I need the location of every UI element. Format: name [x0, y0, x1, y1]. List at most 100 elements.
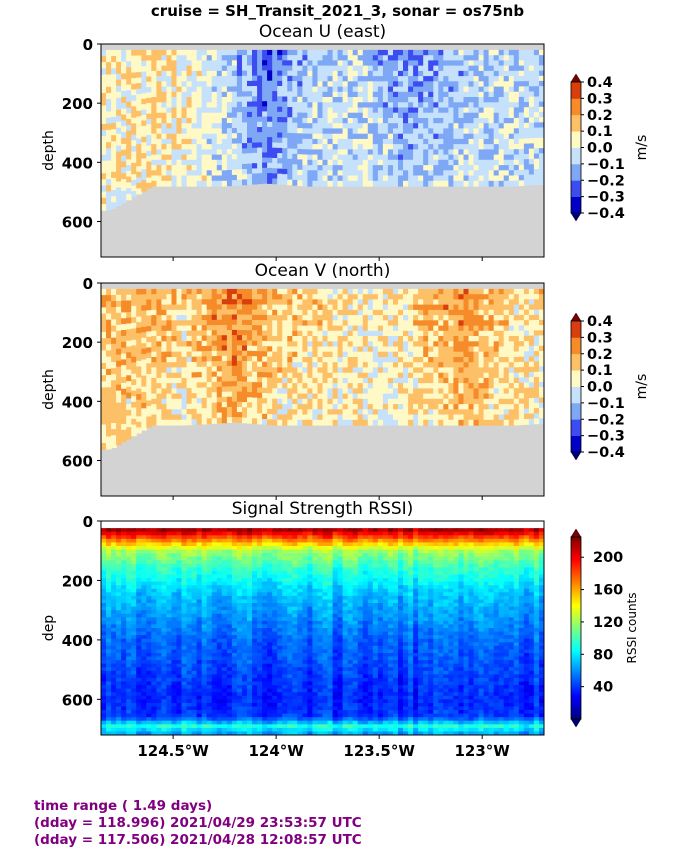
- contour-cell: [161, 133, 167, 140]
- contour-cell: [196, 86, 203, 93]
- rssi-cell: [106, 681, 112, 686]
- contour-cell: [106, 430, 112, 438]
- contour-cell: [302, 393, 308, 400]
- contour-cell: [493, 149, 500, 156]
- contour-cell: [146, 320, 152, 327]
- contour-cell: [463, 55, 470, 61]
- contour-cell: [433, 304, 439, 311]
- contour-cell: [156, 138, 162, 145]
- contour-cell: [533, 106, 540, 113]
- contour-cell: [347, 97, 354, 103]
- rssi-cell: [101, 546, 107, 551]
- contour-cell: [292, 304, 298, 311]
- contour-cell: [468, 383, 475, 389]
- contour-cell: [141, 294, 147, 301]
- contour-cell: [317, 362, 324, 368]
- contour-cell: [503, 362, 510, 368]
- contour-cell: [136, 383, 142, 390]
- contour-cell: [539, 86, 544, 92]
- contour-cell: [206, 159, 213, 166]
- contour-cell: [312, 330, 318, 337]
- contour-cell: [473, 351, 480, 358]
- contour-cell: [196, 413, 203, 420]
- contour-cell: [231, 112, 238, 119]
- contour-cell: [463, 288, 470, 295]
- contour-cell: [523, 122, 530, 129]
- contour-cell: [458, 170, 464, 177]
- contour-cell: [342, 159, 349, 166]
- contour-cell: [282, 351, 288, 358]
- contour-cell: [539, 158, 544, 165]
- contour-cell: [257, 96, 263, 102]
- contour-cell: [498, 341, 505, 348]
- contour-cell: [242, 412, 248, 419]
- contour-cell: [131, 134, 137, 141]
- rssi-cell: [116, 667, 122, 672]
- contour-cell: [181, 299, 188, 306]
- contour-cell: [151, 128, 157, 135]
- contour-cell: [242, 335, 248, 341]
- contour-cell: [433, 55, 439, 61]
- contour-cell: [418, 133, 424, 140]
- contour-cell: [242, 391, 248, 398]
- contour-cell: [267, 320, 273, 326]
- contour-cell: [292, 75, 298, 82]
- contour-cell: [327, 175, 334, 182]
- contour-cell: [216, 397, 223, 403]
- contour-cell: [478, 393, 485, 400]
- contour-cell: [413, 76, 419, 82]
- contour-cell: [458, 409, 464, 416]
- contour-cell: [196, 288, 203, 295]
- contour-cell: [418, 414, 424, 421]
- contour-cell: [307, 383, 313, 389]
- contour-cell: [403, 315, 409, 321]
- contour-cell: [121, 138, 127, 145]
- contour-cell: [116, 67, 122, 75]
- rssi-cell: [101, 674, 107, 679]
- chart-panel: Ocean U (east)0200400600depth0.40.30.20.…: [41, 22, 650, 261]
- contour-cell: [262, 372, 268, 378]
- rssi-cell: [101, 570, 107, 576]
- contour-cell: [161, 299, 167, 306]
- contour-cell: [136, 66, 142, 73]
- contour-cell: [196, 356, 203, 363]
- contour-cell: [398, 91, 404, 98]
- contour-cell: [347, 372, 354, 379]
- contour-cell: [362, 170, 369, 177]
- contour-cell: [216, 325, 223, 331]
- contour-cell: [231, 107, 238, 113]
- contour-cell: [262, 294, 268, 300]
- contour-cell: [382, 315, 389, 321]
- contour-cell: [523, 320, 530, 326]
- contour-cell: [513, 356, 520, 363]
- contour-cell: [463, 320, 470, 327]
- contour-cell: [236, 319, 243, 326]
- contour-cell: [473, 112, 480, 119]
- rssi-cell: [116, 681, 122, 686]
- y-tick-label: 0: [83, 36, 93, 54]
- contour-cell: [513, 299, 520, 306]
- contour-cell: [418, 76, 424, 82]
- contour-cell: [433, 362, 439, 368]
- contour-cell: [146, 315, 152, 322]
- contour-cell: [267, 377, 273, 384]
- contour-cell: [403, 81, 409, 88]
- contour-cell: [503, 315, 510, 321]
- contour-cell: [503, 414, 510, 421]
- contour-cell: [533, 70, 540, 77]
- contour-cell: [277, 147, 283, 154]
- contour-cell: [146, 156, 152, 163]
- contour-cell: [403, 330, 409, 337]
- contour-cell: [347, 351, 354, 358]
- contour-cell: [272, 75, 278, 82]
- contour-cell: [287, 383, 293, 389]
- contour-cell: [242, 397, 248, 403]
- contour-cell: [398, 180, 404, 187]
- contour-cell: [503, 419, 510, 426]
- contour-cell: [252, 65, 258, 72]
- contour-cell: [146, 304, 152, 311]
- contour-cell: [257, 330, 263, 337]
- contour-cell: [468, 175, 475, 182]
- rssi-cell: [106, 574, 112, 579]
- contour-cell: [181, 159, 188, 166]
